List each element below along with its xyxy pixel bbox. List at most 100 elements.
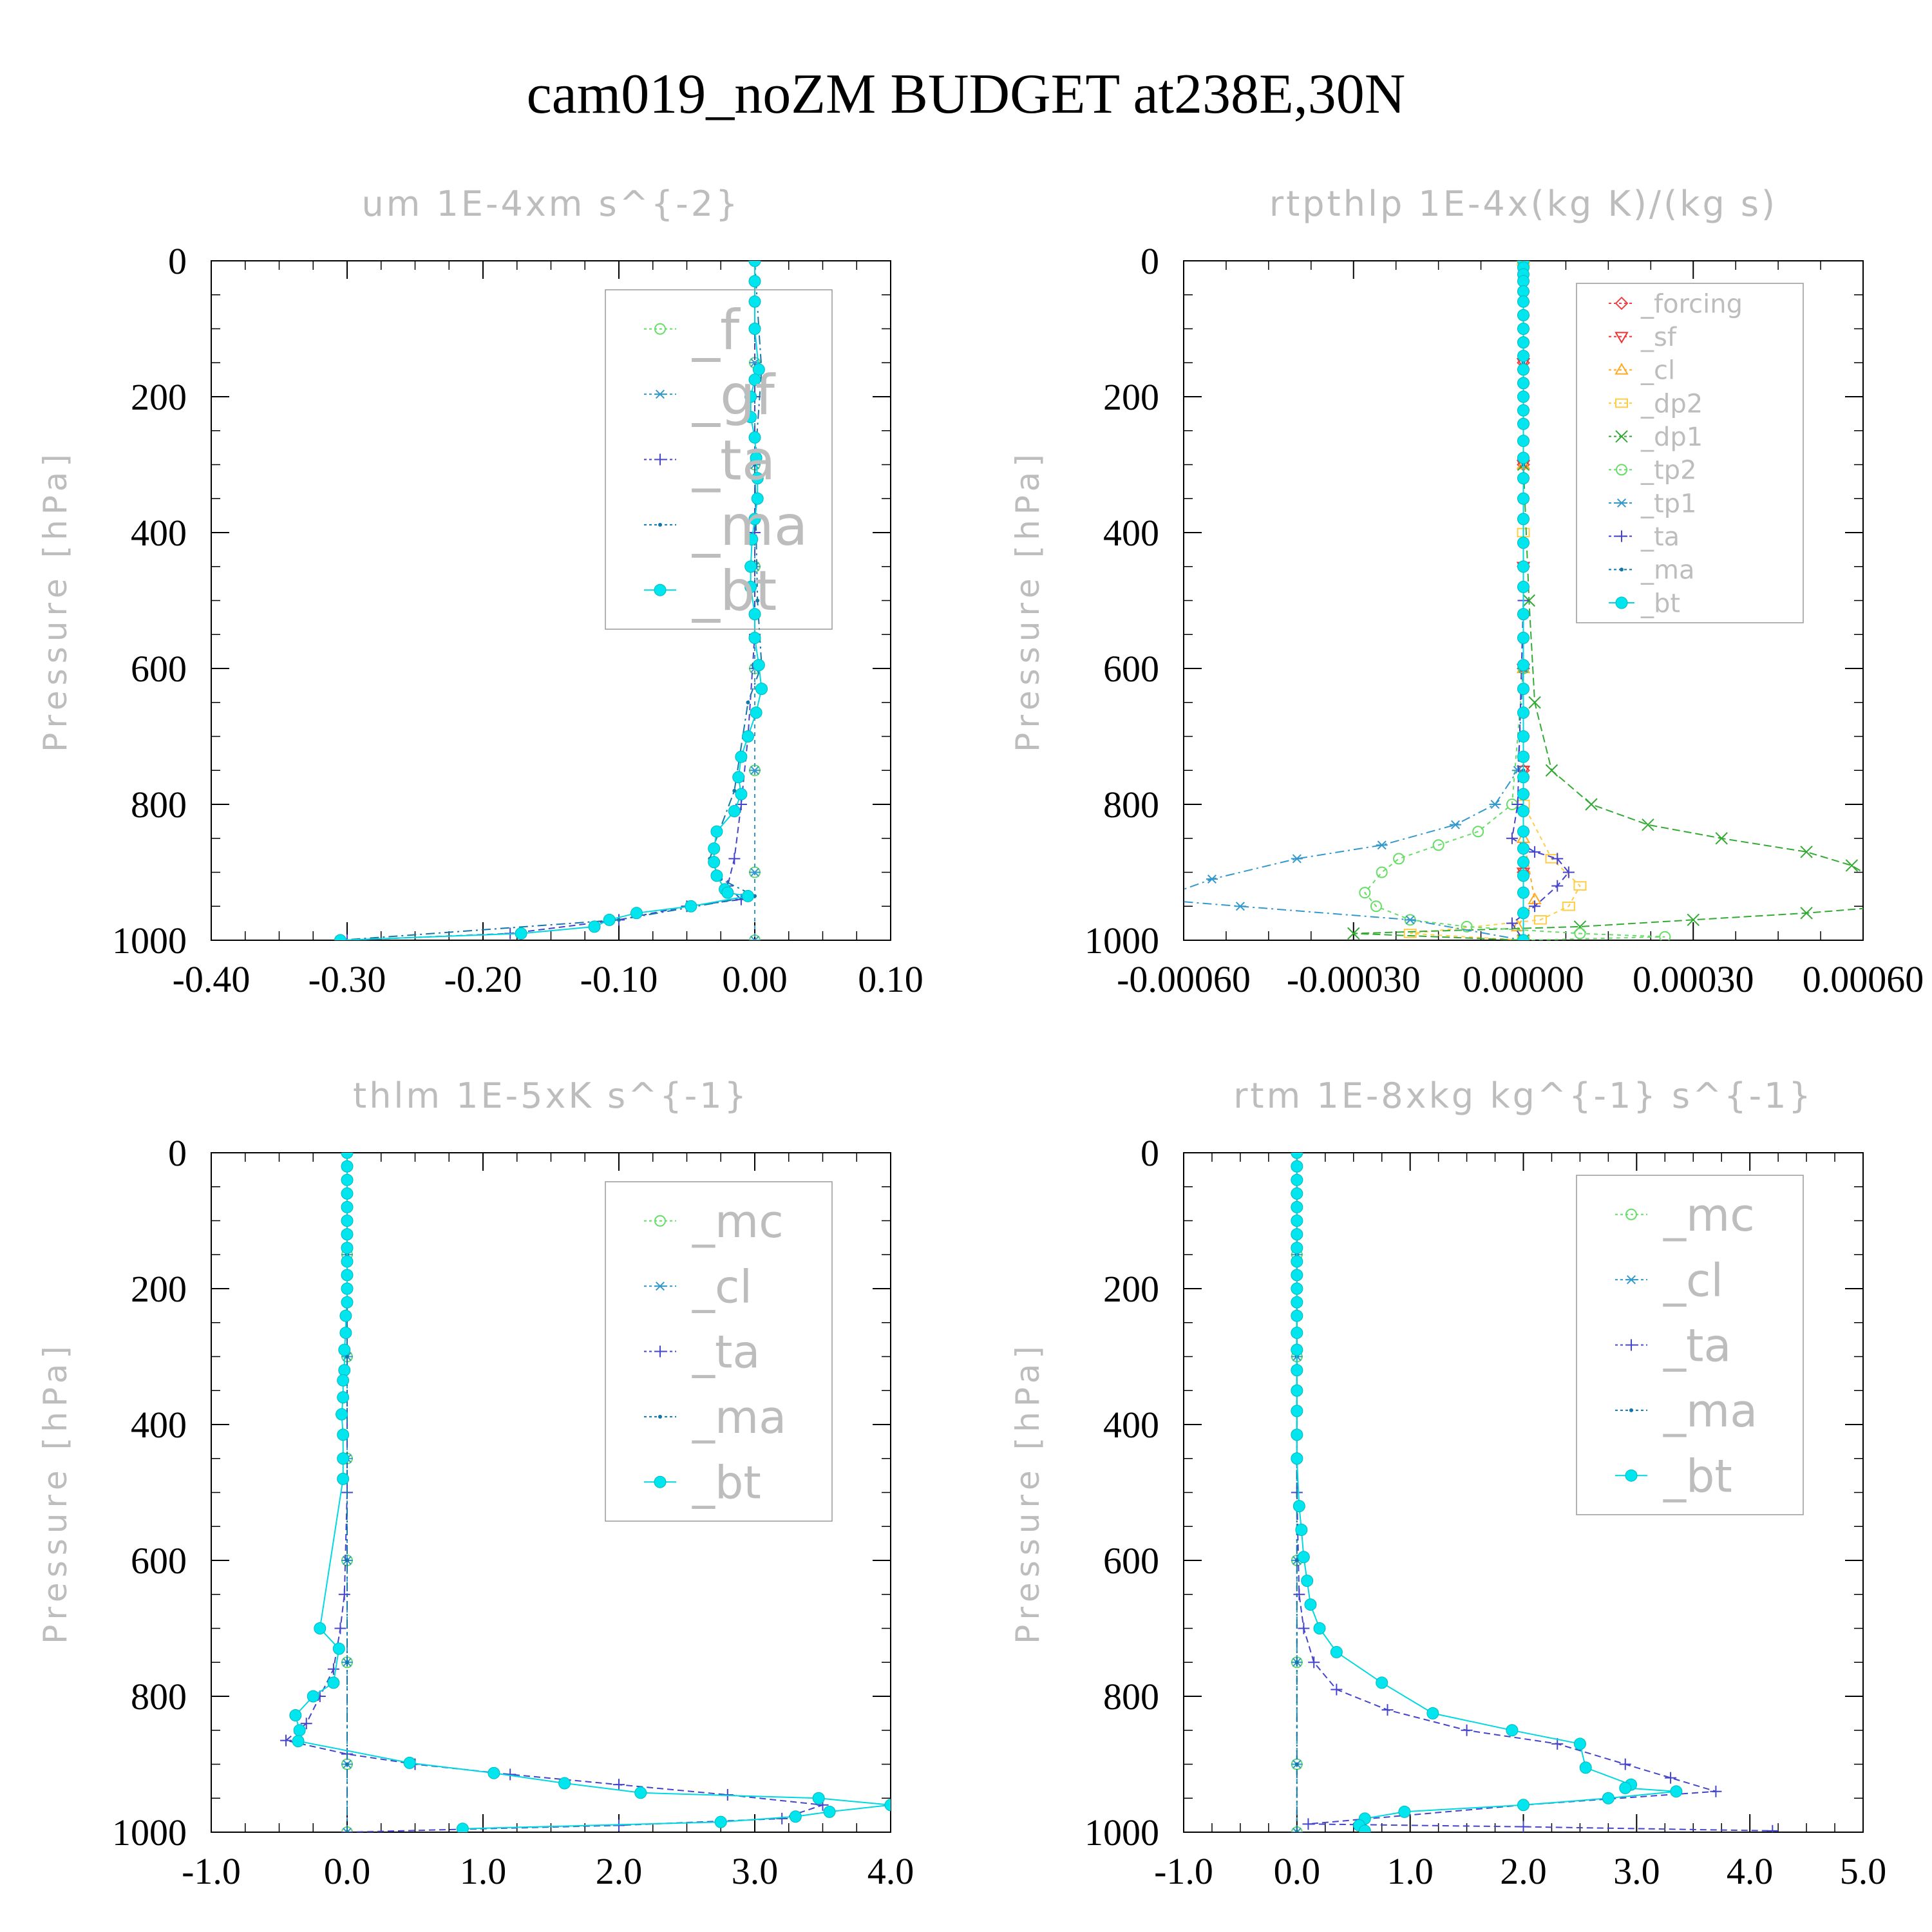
data-point (728, 853, 741, 865)
legend-box (1576, 283, 1804, 623)
data-point (1313, 1622, 1326, 1634)
legend-marker (654, 1475, 667, 1488)
data-point (307, 1690, 319, 1703)
data-point (617, 918, 621, 922)
legend-label: _cl (692, 1260, 752, 1313)
y-tick-label: 200 (131, 1268, 187, 1310)
data-point (1517, 706, 1530, 719)
data-point (336, 1408, 348, 1421)
y-tick-label: 600 (131, 648, 187, 690)
legend-marker (1629, 1408, 1633, 1412)
data-point (1206, 875, 1218, 884)
data-point (341, 1228, 354, 1241)
data-point (1291, 1200, 1303, 1213)
data-point (345, 1830, 349, 1832)
legend-label: _dp2 (1640, 389, 1703, 419)
data-point (341, 1282, 354, 1295)
data-point (293, 1724, 306, 1737)
data-point (1517, 308, 1530, 321)
data-point (1347, 927, 1360, 940)
x-tick-label: 4.0 (867, 1850, 914, 1892)
data-point (748, 295, 761, 308)
legend-marker (654, 1282, 666, 1291)
series-tp1 (1184, 261, 1530, 940)
x-tick-label: 2.0 (1500, 1850, 1547, 1892)
legend-marker (1615, 296, 1629, 310)
data-point (1461, 1724, 1473, 1736)
legend-label: _bt (692, 559, 777, 623)
data-point (1517, 560, 1530, 573)
data-point (1291, 1309, 1303, 1322)
data-point (1585, 798, 1598, 811)
data-point (748, 431, 761, 444)
data-point (1517, 825, 1530, 838)
data-point (1295, 1524, 1308, 1537)
y-tick-label: 1000 (1084, 1812, 1159, 1853)
legend: _mc _cl _ta _ma _bt (605, 1181, 833, 1522)
y-tick-label: 800 (1103, 784, 1159, 826)
data-point (341, 934, 353, 940)
legend-marker (654, 583, 667, 596)
data-point (1573, 1738, 1586, 1750)
data-point (634, 1786, 647, 1799)
data-point (751, 492, 764, 505)
data-point (588, 920, 601, 933)
data-point (1545, 764, 1558, 777)
legend-marker (654, 453, 666, 466)
data-point (746, 700, 750, 705)
x-tick-label: 2.0 (596, 1850, 643, 1892)
legend-marker (1616, 464, 1627, 476)
data-point (1517, 350, 1530, 363)
data-point (1450, 820, 1461, 829)
data-point (1506, 917, 1518, 929)
data-point (1602, 1792, 1615, 1804)
data-point (1291, 1215, 1303, 1227)
data-point (1715, 832, 1728, 845)
data-point (1659, 931, 1671, 940)
legend: _forcing _sf _cl_dp2_dp1 _tp2 _tp1 _ta _ma _bt (1576, 283, 1804, 623)
legend-label: _mc (1663, 1189, 1755, 1242)
data-point (1579, 1761, 1592, 1774)
data-point (1511, 799, 1524, 810)
legend-marker (1615, 430, 1628, 443)
data-point (1517, 492, 1530, 505)
legend-marker (1615, 363, 1629, 375)
data-point (1376, 840, 1388, 850)
legend-label: _ta (1663, 1320, 1731, 1372)
data-point (1291, 1153, 1303, 1159)
data-point (1687, 913, 1700, 927)
data-point (1517, 323, 1530, 335)
data-point (1291, 1269, 1303, 1282)
data-point (1800, 846, 1813, 858)
data-point (1551, 1738, 1564, 1750)
y-tick-label: 600 (1103, 648, 1159, 690)
legend-marker (654, 1345, 666, 1358)
data-point (1370, 900, 1382, 913)
data-point (1665, 1772, 1677, 1784)
data-point (721, 886, 734, 899)
data-point (884, 1799, 891, 1812)
legend-label: _bt (1663, 1450, 1732, 1502)
x-tick-label: -0.10 (580, 958, 658, 1000)
x-tick-label: 0.10 (858, 958, 923, 1000)
legend-marker (1625, 1275, 1637, 1285)
data-point (332, 1642, 345, 1655)
data-point (337, 1428, 350, 1441)
data-point (1517, 608, 1530, 621)
data-point (1297, 1551, 1310, 1564)
plot-frame (211, 1152, 891, 1833)
y-tick-label: 0 (168, 240, 187, 282)
data-point (1234, 902, 1246, 911)
data-point (338, 1364, 351, 1377)
data-point (488, 1766, 500, 1779)
data-point (1619, 1781, 1632, 1794)
data-point (1517, 842, 1530, 855)
plot-area (280, 1153, 891, 1832)
data-point (300, 1718, 312, 1730)
x-tick-label: -0.20 (444, 958, 522, 1000)
data-point (1381, 1704, 1394, 1716)
x-tick-label: -0.00030 (1287, 958, 1421, 1000)
data-point (1517, 683, 1530, 696)
data-point (748, 261, 761, 267)
data-point (1517, 632, 1530, 645)
